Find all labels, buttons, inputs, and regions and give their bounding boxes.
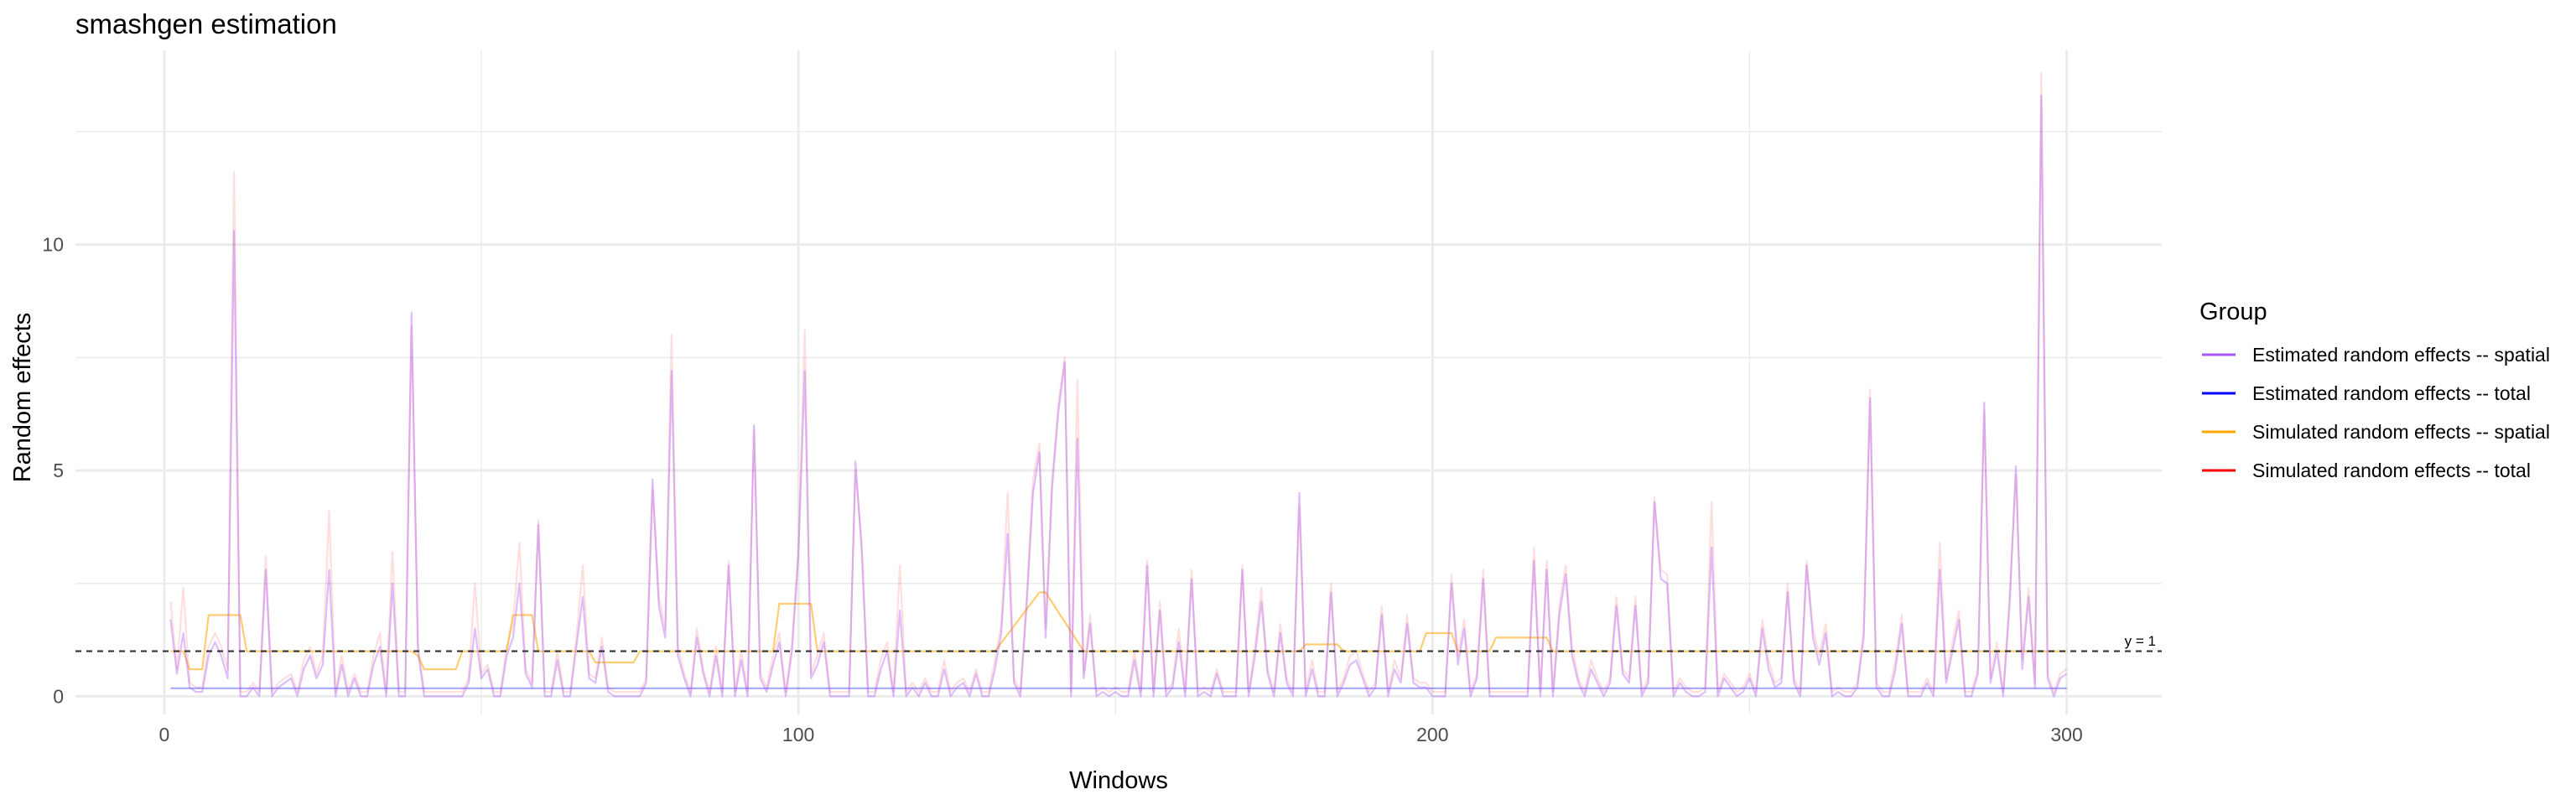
x-tick-label: 100 xyxy=(782,724,814,745)
y-tick-label: 10 xyxy=(42,234,64,256)
series-line-sim-spatial xyxy=(170,591,2067,671)
y-axis-label: Random effects xyxy=(9,313,36,483)
legend-items: Estimated random effects -- spatial Estim… xyxy=(2202,344,2550,481)
x-tick-label: 0 xyxy=(158,724,169,745)
x-tick-label: 300 xyxy=(2050,724,2082,745)
legend: Group Estimated random effects -- spatia… xyxy=(2199,299,2550,481)
series-line-est-spatial xyxy=(169,94,2068,698)
legend-label: Simulated random effects -- spatial xyxy=(2252,421,2550,443)
legend-label: Simulated random effects -- total xyxy=(2252,460,2531,481)
legend-title: Group xyxy=(2199,299,2267,325)
series-line-sim-total xyxy=(169,71,2068,693)
y-axis-ticks: 0 5 10 xyxy=(42,234,64,708)
y-tick-label: 5 xyxy=(53,460,64,481)
legend-label: Estimated random effects -- spatial xyxy=(2252,344,2550,366)
y-tick-label: 0 xyxy=(53,685,64,707)
chart-title: smashgen estimation xyxy=(75,8,337,39)
x-tick-label: 200 xyxy=(1416,724,1448,745)
x-axis-ticks: 0 100 200 300 xyxy=(158,724,2082,745)
legend-label: Estimated random effects -- total xyxy=(2252,382,2531,404)
plot-series xyxy=(169,71,2068,698)
reference-line-label: y = 1 xyxy=(2125,633,2156,649)
x-axis-label: Windows xyxy=(1069,767,1168,794)
minor-gridlines xyxy=(75,50,2162,714)
